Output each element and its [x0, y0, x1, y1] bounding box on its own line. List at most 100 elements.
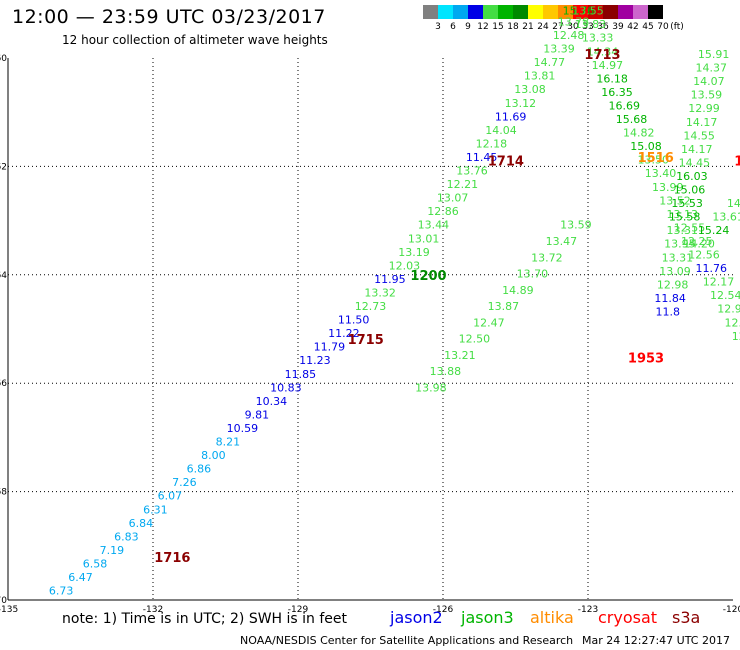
- lon-tick-label: -135: [0, 605, 18, 615]
- wave-height-value: 12.99: [688, 102, 720, 115]
- wave-height-value: 12.73: [355, 300, 387, 313]
- scale-swatch: [513, 5, 528, 19]
- lat-tick-label: -66: [0, 379, 7, 389]
- scale-swatch: [588, 5, 603, 19]
- wave-height-value: 11.84: [654, 292, 686, 305]
- scale-swatch: [558, 5, 573, 19]
- wave-height-value: 12.98: [657, 278, 689, 291]
- pass-time-label: 1715: [348, 333, 384, 348]
- wave-height-value: 14.20: [683, 238, 715, 251]
- scale-swatch: [633, 5, 648, 19]
- scale-swatch: [528, 5, 543, 19]
- footer-timestamp: Mar 24 12:27:47 UTC 2017: [582, 634, 730, 647]
- wave-height-value: 13.33: [582, 32, 614, 45]
- wave-height-value: 12.55: [674, 221, 706, 234]
- lon-tick-label: -126: [433, 605, 454, 615]
- wave-height-value: 13.39: [543, 43, 575, 56]
- pass-time-label: 1714: [488, 154, 524, 169]
- wave-height-value: 7.19: [100, 544, 125, 557]
- footer-credit: NOAA/NESDIS Center for Satellite Applica…: [240, 634, 574, 647]
- wave-height-value: 12.48: [553, 29, 585, 42]
- wave-height-value: 7.26: [172, 476, 197, 489]
- wave-height-value: 12.18: [476, 137, 508, 150]
- wave-height-value: 14.37: [696, 62, 728, 75]
- scale-label: 3: [435, 22, 441, 32]
- wave-height-value: 13.81: [524, 70, 556, 83]
- wave-height-value: 13.52: [659, 194, 691, 207]
- pass-time-label: 1952: [734, 154, 740, 169]
- wave-height-value: 12.17: [703, 276, 735, 289]
- wave-height-value: 10.59: [227, 422, 259, 435]
- scale-label: 36: [597, 22, 609, 32]
- scale-label: 45: [642, 22, 654, 32]
- wave-height-value: 13.87: [488, 300, 520, 313]
- wave-height-value: 8.21: [216, 436, 241, 449]
- wave-height-value: 13.98: [415, 381, 447, 394]
- scale-swatch: [498, 5, 513, 19]
- wave-height-value: 11.76: [696, 262, 728, 275]
- wave-height-value: 13.72: [531, 251, 563, 264]
- lat-tick-label: -64: [0, 271, 7, 281]
- wave-height-value: 11.85: [285, 368, 317, 381]
- wave-height-value: 12.98: [717, 303, 740, 316]
- pass-time-label: 1516: [638, 151, 674, 166]
- wave-height-value: 15.68: [616, 113, 648, 126]
- wave-height-value: 14.97: [592, 59, 624, 72]
- wave-height-value: 10.34: [256, 395, 288, 408]
- lat-tick-label: -70: [0, 596, 7, 606]
- wave-height-value: 13.59: [560, 219, 592, 232]
- scale-label: 42: [627, 22, 639, 32]
- wave-height-value: 12.25: [681, 235, 713, 248]
- wave-height-value: 14.17: [686, 116, 718, 129]
- wave-height-value: 6.07: [158, 490, 183, 503]
- wave-height-value: 6.86: [187, 463, 212, 476]
- scale-swatch: [438, 5, 453, 19]
- wave-height-value: 13.19: [398, 246, 430, 259]
- wave-height-value: 11.8: [656, 305, 681, 318]
- legend-item-jason3: jason3: [461, 608, 514, 627]
- scale-swatch: [618, 5, 633, 19]
- wave-height-value: 13.09: [659, 265, 691, 278]
- wave-height-value: 16.03: [676, 170, 708, 183]
- lon-tick-label: -123: [578, 605, 598, 615]
- wave-height-value: 13.50: [638, 154, 670, 167]
- wave-height-value: 6.84: [129, 517, 154, 530]
- wave-height-value: 12.50: [459, 333, 491, 346]
- wave-height-value: 15.24: [698, 224, 730, 237]
- wave-height-value: 15.06: [674, 184, 706, 197]
- pass-time-label: 1716: [154, 551, 190, 566]
- wave-height-value: 13.21: [444, 349, 476, 362]
- wave-height-value: 16.35: [601, 86, 633, 99]
- scale-swatch: [573, 5, 588, 19]
- wave-height-value: 13.47: [546, 235, 578, 248]
- wave-height-value: 9.81: [245, 408, 270, 421]
- wave-height-value: 13.78: [558, 15, 590, 28]
- wave-height-value: 10.83: [270, 381, 302, 394]
- pass-time-label: 1713: [584, 48, 620, 63]
- wave-height-value: 13.31: [662, 251, 694, 264]
- wave-height-value: 11.45: [466, 151, 498, 164]
- wave-height-value: 12.21: [447, 178, 479, 191]
- wave-height-value: 13.40: [645, 167, 677, 180]
- page-title: 12:00 — 23:59 UTC 03/23/2017: [12, 6, 326, 28]
- scale-swatch: [423, 5, 438, 19]
- wave-height-value: 12.54: [710, 289, 740, 302]
- wave-height-value: 15.76: [563, 5, 595, 18]
- wave-height-value: 13.59: [691, 89, 723, 102]
- units-note: note: 1) Time is in UTC; 2) SWH is in fe…: [62, 611, 348, 627]
- scale-label: 30: [567, 22, 579, 32]
- scale-label: 24: [537, 22, 549, 32]
- wave-height-value: 11.50: [338, 314, 370, 327]
- wave-height-value: 6.83: [114, 530, 139, 543]
- legend-item-cryosat: cryosat: [598, 608, 658, 627]
- wave-height-value: 14.55: [683, 129, 715, 142]
- wave-height-value: 14.89: [502, 284, 534, 297]
- wave-height-value: 13.61: [712, 211, 740, 224]
- wave-height-value: 11.22: [328, 327, 360, 340]
- lon-tick-label: -132: [143, 605, 163, 615]
- wave-height-value: 11.69: [495, 110, 527, 123]
- wave-height-value: 15.91: [698, 48, 730, 61]
- scale-swatch: [543, 5, 558, 19]
- scale-label: 33: [582, 22, 594, 32]
